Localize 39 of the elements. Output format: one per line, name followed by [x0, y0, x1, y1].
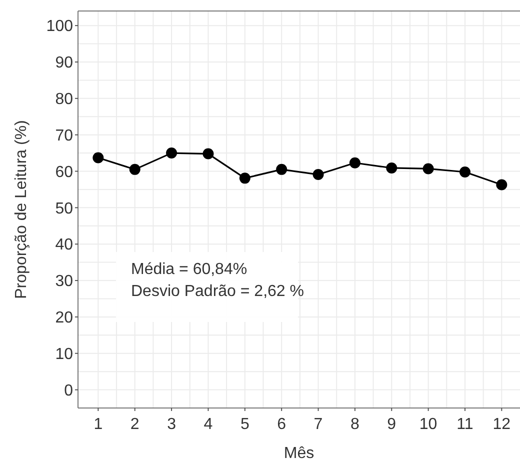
x-tick-label: 11 [456, 416, 474, 433]
point [166, 148, 178, 159]
point [92, 152, 104, 164]
point [276, 164, 288, 175]
point [459, 166, 470, 178]
x-tick-label: 3 [167, 416, 176, 433]
x-tick-label: 4 [204, 416, 213, 433]
point [349, 157, 360, 168]
point [129, 164, 140, 175]
x-tick-label: 10 [419, 416, 438, 433]
x-tick-label: 5 [240, 416, 250, 433]
y-tick-label: 20 [55, 310, 74, 327]
x-tick-label: 1 [94, 416, 103, 433]
point [422, 163, 434, 174]
point [496, 179, 508, 190]
annotation: Média = 60,84% [131, 261, 248, 278]
point [202, 148, 214, 160]
y-tick-label: 100 [46, 18, 74, 36]
y-tick-label: 60 [55, 164, 74, 181]
x-tick-label: 12 [492, 416, 511, 433]
y-tick-label: 40 [55, 236, 74, 254]
y-tick-label: 0 [64, 382, 74, 400]
y-tick-label: 50 [55, 200, 74, 218]
point [386, 162, 398, 174]
y-axis-title: Proporção de Leitura (%) [13, 120, 30, 299]
y-tick-label: 90 [55, 54, 74, 72]
annotation: Desvio Padrão = 2,62 % [131, 283, 304, 300]
y-tick-label: 70 [55, 127, 74, 144]
x-tick-label: 2 [130, 416, 140, 433]
x-tick-label: 8 [350, 416, 360, 433]
y-tick-label: 10 [55, 346, 74, 363]
x-tick-label: 7 [314, 416, 323, 433]
y-tick-label: 30 [55, 273, 74, 290]
point [239, 172, 250, 184]
y-tick-label: 80 [55, 91, 74, 108]
x-tick-label: 9 [387, 416, 396, 433]
point [312, 169, 324, 180]
x-axis-title: Mês [284, 445, 314, 462]
x-tick-label: 6 [277, 416, 286, 433]
